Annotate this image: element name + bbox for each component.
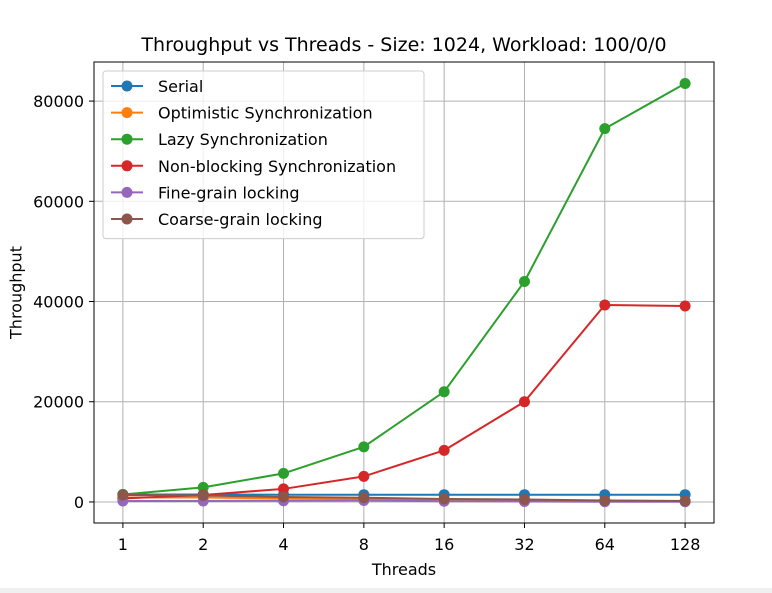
series-layer	[117, 78, 691, 508]
y-tick-label: 40000	[33, 293, 84, 312]
series-line	[122, 304, 686, 500]
x-tick-label: 2	[198, 535, 208, 554]
data-point	[438, 386, 450, 398]
legend-item: Optimistic Synchronization	[111, 104, 373, 123]
data-point	[518, 493, 530, 505]
legend-item: Fine-grain locking	[111, 183, 300, 202]
legend-marker	[121, 133, 133, 145]
series-line	[122, 493, 686, 502]
data-point	[278, 467, 290, 479]
series-lazy-synchronization	[117, 78, 691, 500]
x-tick-label: 128	[670, 535, 701, 554]
legend-item: Non-blocking Synchronization	[111, 157, 396, 176]
data-point	[518, 396, 530, 408]
data-point	[358, 441, 370, 453]
x-tick-label: 1	[118, 535, 128, 554]
x-tick-label: 64	[595, 535, 615, 554]
data-point	[197, 481, 209, 493]
data-point	[278, 491, 290, 503]
y-tick-label: 80000	[33, 92, 84, 111]
legend-item: Coarse-grain locking	[111, 210, 323, 229]
data-point	[679, 78, 691, 90]
legend-item: Serial	[111, 77, 203, 96]
window-bottom-edge	[0, 588, 772, 593]
legend-label: Non-blocking Synchronization	[158, 157, 396, 176]
data-point	[278, 483, 290, 495]
data-point	[358, 492, 370, 504]
plot-frame	[93, 61, 715, 524]
data-point	[197, 489, 209, 501]
data-point	[117, 489, 129, 501]
y-axis-label: Throughput	[7, 246, 26, 340]
legend-label: Optimistic Synchronization	[158, 104, 373, 123]
legend-label: Lazy Synchronization	[158, 130, 328, 149]
x-tick-label: 8	[359, 535, 369, 554]
series-line	[122, 499, 686, 503]
y-tick-label: 20000	[33, 393, 84, 412]
data-point	[518, 275, 530, 287]
series-line	[122, 82, 686, 496]
x-axis-label: Threads	[371, 560, 436, 579]
x-tick-label: 16	[434, 535, 454, 554]
legend-marker	[121, 80, 133, 92]
data-point	[599, 123, 611, 135]
series-coarse-grain-locking	[117, 489, 691, 507]
ticks: 1 2 4 8 16 32 64 128 0 20000 40000 60000 80000	[33, 92, 700, 554]
x-tick-label: 32	[514, 535, 534, 554]
x-tick-label: 4	[278, 535, 288, 554]
data-point	[679, 495, 691, 507]
legend-marker	[121, 160, 133, 172]
data-point	[599, 299, 611, 311]
legend-label: Serial	[158, 77, 203, 96]
legend-box	[102, 70, 425, 240]
y-tick-label: 60000	[33, 192, 84, 211]
legend-label: Fine-grain locking	[158, 183, 300, 202]
data-point	[438, 493, 450, 505]
y-tick-label: 0	[74, 493, 84, 512]
legend-marker	[121, 213, 133, 225]
legend: Serial Optimistic Synchronization Lazy Syn…	[102, 70, 425, 240]
legend-marker	[121, 186, 133, 198]
legend-marker	[121, 107, 133, 119]
data-point	[358, 470, 370, 482]
data-point	[438, 444, 450, 456]
legend-label: Coarse-grain locking	[158, 210, 323, 229]
data-point	[599, 494, 611, 506]
data-point	[679, 300, 691, 312]
legend-item: Lazy Synchronization	[111, 130, 328, 149]
chart-title: Throughput vs Threads - Size: 1024, Work…	[140, 34, 666, 56]
